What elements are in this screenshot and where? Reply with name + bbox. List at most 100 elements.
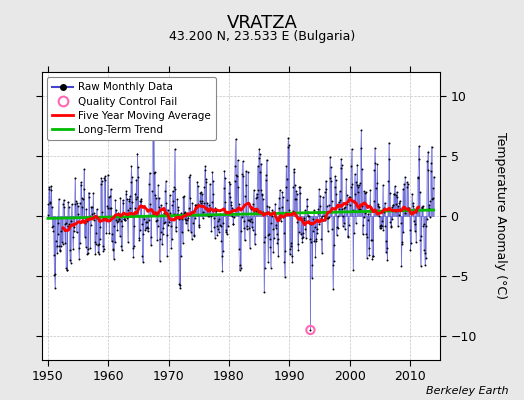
- Point: [162, 232, 171, 238]
- Point: [67, 259, 75, 266]
- Point: [339, 213, 347, 220]
- Point: [379, 226, 388, 233]
- Point: [134, 173, 143, 180]
- Point: [343, 201, 351, 208]
- Point: [120, 216, 128, 222]
- Point: [160, 219, 169, 225]
- Point: [199, 209, 208, 215]
- Point: [133, 194, 141, 200]
- Point: [181, 209, 189, 215]
- Point: [351, 191, 359, 197]
- Point: [403, 179, 411, 186]
- Point: [138, 221, 146, 227]
- Point: [427, 160, 435, 166]
- Point: [233, 157, 242, 164]
- Point: [63, 266, 71, 273]
- Point: [113, 226, 122, 233]
- Point: [181, 216, 189, 222]
- Point: [363, 234, 372, 241]
- Point: [326, 164, 335, 170]
- Point: [377, 225, 386, 231]
- Point: [52, 243, 61, 249]
- Point: [413, 174, 422, 180]
- Point: [383, 257, 391, 263]
- Point: [119, 216, 128, 222]
- Point: [150, 170, 158, 176]
- Point: [204, 206, 213, 212]
- Point: [272, 231, 281, 238]
- Point: [250, 240, 259, 247]
- Point: [211, 204, 220, 211]
- Point: [143, 219, 151, 225]
- Point: [190, 233, 198, 239]
- Point: [179, 194, 188, 200]
- Point: [47, 187, 56, 193]
- Point: [167, 223, 175, 230]
- Point: [66, 257, 74, 263]
- Point: [369, 198, 378, 204]
- Point: [319, 194, 327, 200]
- Point: [287, 242, 295, 249]
- Point: [128, 174, 136, 180]
- Point: [158, 231, 167, 237]
- Point: [419, 223, 427, 230]
- Point: [263, 156, 271, 163]
- Point: [340, 220, 348, 226]
- Point: [328, 198, 336, 205]
- Point: [287, 240, 296, 246]
- Point: [345, 202, 354, 208]
- Point: [410, 218, 418, 225]
- Point: [370, 167, 378, 173]
- Point: [249, 201, 257, 208]
- Point: [155, 194, 163, 201]
- Point: [139, 259, 147, 265]
- Point: [392, 201, 401, 208]
- Point: [327, 178, 335, 184]
- Point: [223, 231, 231, 238]
- Point: [268, 207, 276, 213]
- Point: [243, 223, 252, 229]
- Point: [148, 134, 157, 140]
- Point: [411, 228, 419, 234]
- Point: [297, 216, 305, 223]
- Point: [294, 247, 302, 253]
- Point: [91, 238, 99, 245]
- Point: [288, 253, 296, 260]
- Point: [234, 184, 242, 191]
- Point: [299, 230, 307, 236]
- Point: [373, 179, 381, 186]
- Point: [135, 235, 143, 241]
- Point: [332, 190, 340, 197]
- Point: [53, 231, 62, 237]
- Point: [104, 204, 113, 211]
- Point: [275, 195, 283, 201]
- Point: [414, 155, 423, 162]
- Point: [226, 194, 235, 200]
- Point: [154, 182, 162, 188]
- Point: [301, 226, 310, 233]
- Point: [146, 234, 155, 240]
- Point: [226, 180, 234, 187]
- Point: [259, 209, 267, 215]
- Point: [312, 238, 320, 244]
- Point: [194, 201, 202, 208]
- Point: [357, 127, 365, 133]
- Point: [362, 230, 370, 237]
- Point: [170, 146, 179, 153]
- Point: [286, 251, 294, 258]
- Point: [181, 220, 190, 226]
- Point: [118, 247, 126, 254]
- Point: [429, 195, 437, 202]
- Point: [390, 191, 398, 197]
- Point: [206, 206, 214, 213]
- Point: [216, 222, 225, 228]
- Point: [124, 206, 133, 213]
- Point: [284, 134, 292, 141]
- Point: [244, 169, 252, 176]
- Point: [133, 150, 141, 157]
- Point: [86, 222, 95, 228]
- Point: [413, 206, 421, 212]
- Point: [384, 206, 392, 212]
- Point: [389, 202, 398, 208]
- Point: [380, 209, 388, 215]
